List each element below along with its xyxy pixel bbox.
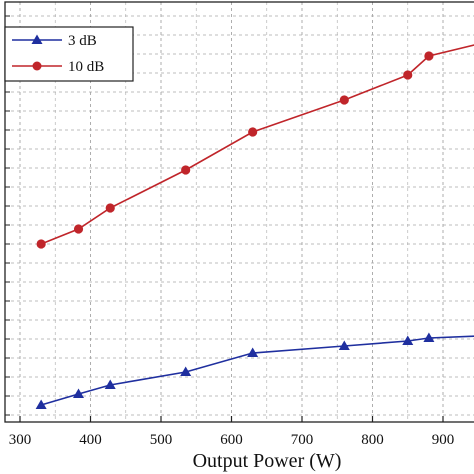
data-point bbox=[424, 51, 434, 61]
data-point bbox=[73, 224, 84, 234]
series-line bbox=[40, 335, 474, 406]
data-point bbox=[180, 366, 192, 376]
x-tick-label: 900 bbox=[432, 432, 455, 448]
data-point bbox=[402, 335, 414, 345]
data-point bbox=[36, 239, 46, 249]
x-tick-label: 400 bbox=[79, 432, 102, 448]
x-axis-title: Output Power (W) bbox=[193, 450, 342, 472]
x-tick-label: 800 bbox=[361, 432, 384, 448]
data-point bbox=[338, 340, 350, 350]
data-point bbox=[104, 379, 116, 389]
legend-box bbox=[4, 26, 134, 82]
data-point bbox=[248, 127, 258, 137]
legend: 3 dB 10 dB bbox=[4, 26, 134, 82]
data-point bbox=[181, 165, 191, 175]
series-10-db bbox=[36, 44, 474, 249]
data-point bbox=[73, 388, 85, 398]
x-tick-label: 600 bbox=[220, 432, 243, 448]
data-point bbox=[403, 70, 413, 80]
x-tick-label: 500 bbox=[150, 432, 173, 448]
x-tick-label: 700 bbox=[291, 432, 314, 448]
legend-marker-10db bbox=[32, 61, 42, 71]
data-point bbox=[423, 332, 435, 342]
legend-label-3db: 3 dB bbox=[68, 33, 97, 49]
series-group bbox=[35, 44, 474, 409]
data-point bbox=[247, 347, 259, 357]
legend-marker-3db bbox=[31, 34, 43, 44]
legend-label-10db: 10 dB bbox=[68, 59, 104, 75]
x-axis: 300 400 500 600 700 800 900 bbox=[5, 15, 455, 448]
data-point bbox=[105, 203, 115, 213]
x-tick-label: 300 bbox=[9, 432, 32, 448]
plot-frame bbox=[4, 1, 474, 423]
data-point bbox=[35, 399, 47, 409]
data-point bbox=[339, 95, 349, 105]
series-3-db bbox=[35, 332, 474, 409]
